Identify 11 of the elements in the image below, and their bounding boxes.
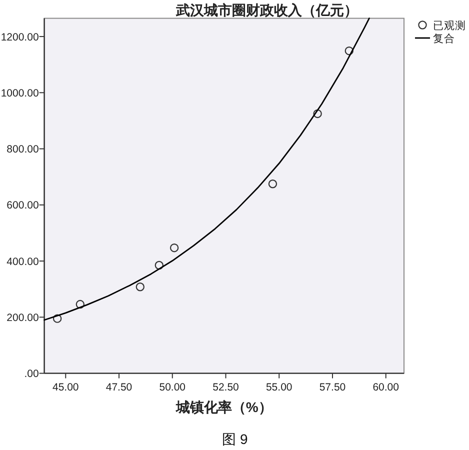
annotation: 图 9 (222, 431, 248, 447)
xlabel: 城镇化率（%） (176, 399, 272, 415)
point (136, 282, 144, 292)
title: 武汉城市圈财政收入（亿元） (176, 2, 358, 18)
point (268, 180, 278, 188)
point (76, 300, 85, 309)
point (313, 109, 322, 118)
point (344, 46, 354, 56)
point (170, 244, 179, 252)
point (52, 314, 62, 323)
point (154, 260, 164, 270)
